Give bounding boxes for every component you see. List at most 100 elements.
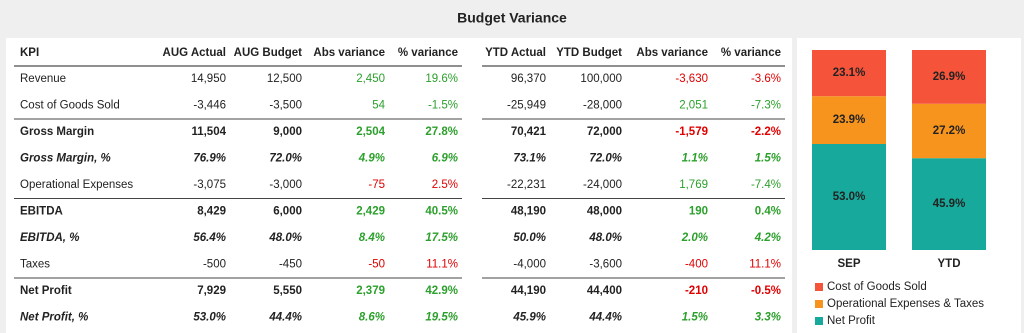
table-cell: -3,000 [269,179,302,191]
table-cell: 1.5% [755,153,781,165]
bar-segment [812,50,886,97]
table-cell: -3,630 [675,73,708,85]
table-cell: 1.1% [682,153,708,165]
legend-label: Operational Expenses & Taxes [827,298,984,310]
table-cell: Taxes [20,259,50,271]
table-cell: -75 [368,179,385,191]
table-cell: 9,000 [273,126,302,138]
table-cell: Gross Margin [20,126,94,138]
table-cell: 3.3% [755,312,781,324]
table-cell: 19.5% [425,312,458,324]
table-cell: 5,550 [273,285,302,297]
table-cell: -1,579 [675,126,708,138]
category-label: YTD [938,258,961,270]
column-header: YTD Actual [485,47,546,59]
table-cell: 72.0% [589,153,622,165]
data-label: 26.9% [933,71,966,83]
column-header: AUG Budget [234,47,303,59]
legend-swatch [815,300,823,308]
table-cell: 8.6% [359,312,385,324]
table-cell: 2,051 [679,100,708,112]
table-cell: 8.4% [359,232,385,244]
table-cell: 50.0% [513,232,546,244]
table-cell: -7.3% [751,100,781,112]
table-cell: 11.1% [749,259,781,271]
table-cell: 72.0% [269,153,302,165]
table-cell: 73.1% [513,153,546,165]
table-cell: 1,769 [679,179,708,191]
table-cell: 2.0% [681,232,708,244]
table-cell: 44.4% [588,312,622,324]
column-header: Abs variance [636,47,708,59]
table-cell: 2,450 [356,73,385,85]
column-header: YTD Budget [556,47,622,59]
table-cell: -450 [279,259,302,271]
table-cell: 100,000 [580,73,622,85]
table-cell: 72,000 [587,126,622,138]
table-cell: -2.2% [751,126,781,138]
table-cell: 56.4% [193,232,226,244]
table-cell: 40.5% [425,206,458,218]
table-cell: -22,231 [507,179,546,191]
table-cell: -3,600 [589,259,622,271]
column-header: % variance [721,47,781,59]
bar-segment [812,96,886,144]
bar-segment [812,144,886,250]
table-cell: 17.5% [425,232,458,244]
table-cell: 11,504 [191,126,226,138]
title: Budget Variance [457,10,567,26]
table-cell: EBITDA, % [20,232,79,244]
table-cell: -24,000 [583,179,622,191]
table-cell: Gross Margin, % [20,153,111,165]
table-cell: 190 [689,206,708,218]
table-cell: 44.4% [268,312,302,324]
table-cell: 14,950 [191,73,226,85]
table-cell: 48,190 [511,206,546,218]
table-cell: -210 [685,285,708,297]
table-cell: 19.6% [425,73,458,85]
table-cell: -3.6% [751,73,781,85]
table-cell: -500 [203,259,226,271]
table-cell: 11.1% [426,259,458,271]
table-cell: 6,000 [273,206,302,218]
table-cell: 48.0% [588,232,622,244]
table-cell: 44,190 [511,285,546,297]
table-cell: 53.0% [193,312,226,324]
table-cell: EBITDA [20,206,63,218]
table-cell: 7,929 [197,285,226,297]
bar-segment [912,50,986,104]
table-cell: -1.5% [428,100,458,112]
table-cell: 48.0% [268,232,302,244]
legend-label: Net Profit [827,315,876,327]
table-cell: Net Profit [20,285,72,297]
table-cell: Revenue [20,73,66,85]
table-cell: 48,000 [587,206,622,218]
table-cell: -400 [685,259,708,271]
table-cell: 1.5% [682,312,708,324]
table-cell: -50 [368,259,385,271]
table-cell: 2,429 [356,206,385,218]
legend-swatch [815,283,823,291]
table-cell: -3,500 [269,100,302,112]
column-header: AUG Actual [163,47,226,59]
table-cell: 76.9% [193,153,226,165]
table-cell: 70,421 [511,126,547,138]
table-cell: -28,000 [583,100,622,112]
table-cell: 2,504 [356,126,385,138]
table-cell: 6.9% [432,153,458,165]
bar-segment [912,103,986,159]
column-header: % variance [398,47,458,59]
table-cell: 96,370 [511,73,546,85]
data-label: 27.2% [933,125,966,137]
column-header: Abs variance [313,47,385,59]
table-cell: Operational Expenses [20,179,133,191]
table-cell: 8,429 [197,206,226,218]
data-label: 23.1% [833,67,866,79]
table-cell: 44,400 [587,285,622,297]
column-header: KPI [20,47,39,59]
table-cell: -4,000 [513,259,546,271]
table-cell: 42.9% [425,285,458,297]
table-cell: -7.4% [751,179,781,191]
data-label: 23.9% [833,114,866,126]
